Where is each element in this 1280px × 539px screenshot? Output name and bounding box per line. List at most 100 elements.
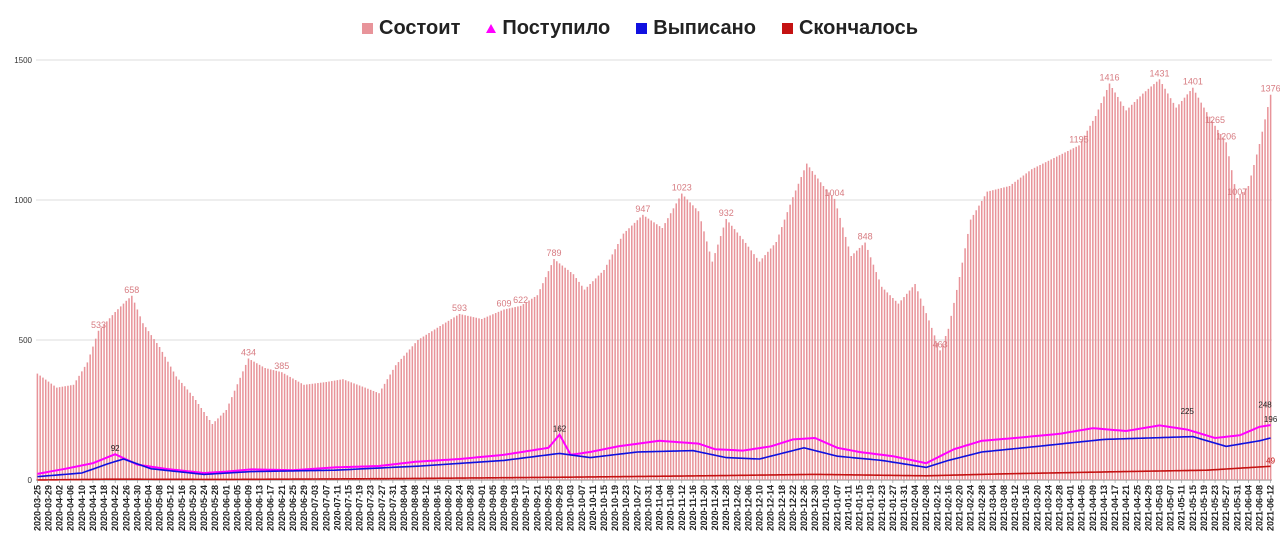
bar-sostoit	[958, 277, 961, 480]
x-tick-label: 2021-03-28	[1055, 485, 1065, 531]
bar-sostoit	[122, 303, 125, 480]
x-tick-label: 2020-05-28	[210, 485, 220, 531]
x-tick-label: 2020-05-16	[177, 485, 187, 531]
bar-sostoit	[100, 327, 103, 480]
bar-sostoit	[458, 313, 461, 480]
data-label: 1023	[672, 183, 692, 193]
bar-sostoit	[983, 196, 986, 480]
data-label: 1376	[1261, 84, 1280, 94]
bar-sostoit	[42, 377, 44, 480]
bar-sostoit	[553, 259, 555, 480]
bar-sostoit	[1092, 120, 1094, 481]
bar-sostoit	[456, 315, 458, 480]
legend-item-1: Состоит	[362, 17, 460, 40]
bar-sostoit	[1078, 145, 1080, 480]
bar-sostoit	[828, 192, 830, 480]
bar-sostoit	[1153, 84, 1155, 480]
x-tick-label: 2020-08-20	[443, 485, 453, 531]
bar-sostoit	[764, 255, 766, 480]
legend-item-2: Поступило	[486, 17, 610, 40]
bar-sostoit	[1172, 102, 1175, 480]
bar-sostoit	[283, 373, 286, 480]
bar-sostoit	[1114, 92, 1116, 480]
bar-sostoit	[825, 189, 827, 480]
bar-sostoit	[447, 320, 450, 480]
x-tick-label: 2020-07-07	[321, 485, 331, 531]
bar-sostoit	[511, 307, 514, 480]
data-label: 622	[513, 295, 528, 305]
bar-sostoit	[1069, 149, 1072, 480]
bar-sostoit	[803, 170, 805, 480]
bar-sostoit	[908, 290, 911, 480]
bar-sostoit	[1022, 175, 1025, 480]
bar-sostoit	[1028, 171, 1030, 481]
bar-sostoit	[928, 320, 930, 480]
x-tick-label: 2021-01-03	[821, 485, 831, 531]
x-tick-label: 2021-05-27	[1221, 485, 1231, 531]
bar-sostoit	[39, 375, 41, 480]
x-tick-label: 2021-04-01	[1066, 485, 1076, 531]
bar-sostoit	[1189, 91, 1191, 480]
bar-sostoit	[892, 298, 894, 480]
bar-sostoit	[267, 368, 269, 480]
x-tick-label: 2020-09-25	[543, 485, 553, 531]
bar-sostoit	[625, 230, 627, 480]
bar-sostoit	[347, 381, 350, 480]
y-tick-label: 1000	[14, 196, 32, 205]
legend-label-4: Скончалось	[798, 16, 918, 39]
bar-sostoit	[600, 272, 602, 480]
bar-sostoit	[1136, 99, 1139, 480]
bar-sostoit	[336, 380, 339, 480]
bar-sostoit	[211, 424, 214, 480]
x-tick-label: 2020-09-21	[532, 485, 542, 531]
bar-sostoit	[619, 238, 622, 480]
bar-sostoit	[806, 163, 808, 480]
bar-sostoit	[864, 242, 866, 480]
bar-sostoit	[753, 254, 755, 480]
x-tick-label: 2021-06-12	[1266, 485, 1276, 531]
bar-sostoit	[919, 298, 922, 480]
bar-sostoit	[256, 363, 258, 480]
x-tick-label: 2020-06-29	[299, 485, 309, 531]
data-label: 947	[635, 204, 650, 214]
bar-sostoit	[1255, 154, 1258, 480]
bar-sostoit	[606, 264, 608, 480]
bar-sostoit	[189, 392, 191, 480]
bar-sostoit	[72, 384, 75, 480]
bar-sostoit	[556, 261, 558, 480]
x-tick-label: 2020-08-08	[410, 485, 420, 531]
bar-sostoit	[150, 335, 153, 480]
bar-sostoit	[428, 333, 430, 480]
data-label: 1431	[1149, 68, 1169, 78]
data-label: 848	[858, 232, 873, 242]
bar-sostoit	[547, 271, 550, 480]
y-axis: 0 500 1000 1500	[14, 56, 32, 485]
bar-sostoit	[728, 222, 730, 480]
bar-sostoit	[900, 300, 902, 480]
x-tick-label: 2021-03-24	[1043, 485, 1053, 531]
bar-sostoit	[683, 196, 686, 480]
bar-sostoit	[317, 383, 319, 480]
x-tick-label: 2020-07-27	[377, 485, 387, 531]
y-tick-label: 1500	[14, 56, 32, 65]
bar-sostoit	[292, 378, 294, 480]
x-tick-label: 2020-07-23	[366, 485, 376, 531]
bar-sostoit	[736, 232, 739, 480]
data-label: 92	[111, 444, 120, 453]
bar-sostoit	[144, 327, 147, 480]
bar-sostoit	[1211, 121, 1214, 480]
bar-sostoit	[536, 295, 539, 480]
bar-sostoit	[1239, 195, 1241, 480]
bar-sostoit	[594, 278, 597, 480]
bar-sostoit	[1230, 170, 1233, 480]
x-tick-label: 2021-04-17	[1110, 485, 1120, 531]
bar-sostoit	[50, 383, 53, 480]
x-tick-label: 2020-12-10	[755, 485, 765, 531]
bar-sostoit	[597, 275, 600, 480]
bar-sostoit	[486, 316, 489, 480]
bar-sostoit	[1100, 103, 1102, 480]
bar-sostoit	[1133, 102, 1136, 480]
bar-sostoit	[550, 265, 552, 480]
x-tick-label: 2020-12-06	[743, 485, 753, 531]
bar-sostoit	[453, 317, 455, 480]
